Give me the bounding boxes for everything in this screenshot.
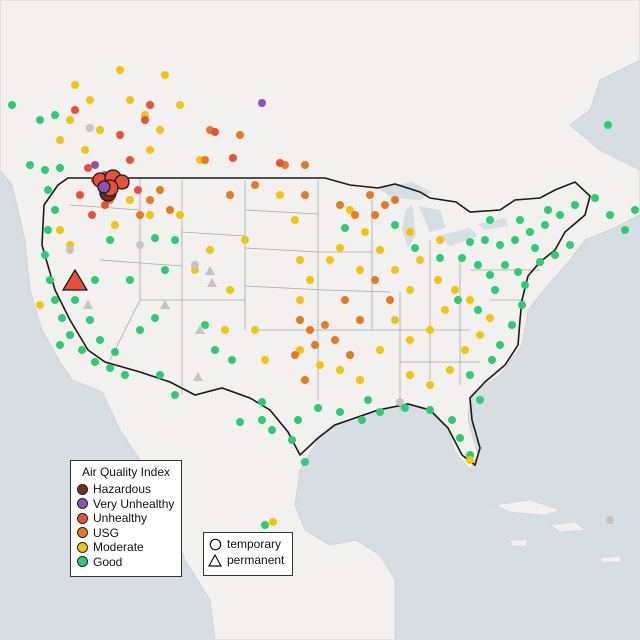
legend-label: USG (93, 525, 120, 540)
very-unhealthy-swatch-icon (77, 498, 88, 510)
legend-item-unhealthy: Unhealthy (71, 511, 181, 526)
legend-label: permanent (227, 553, 285, 567)
caribbean-islands (493, 499, 623, 563)
legend-title: Air Quality Index (81, 465, 171, 479)
moderate-swatch-icon (77, 541, 88, 553)
great-lakes (378, 182, 508, 248)
no-data-markers (66, 124, 614, 524)
hazardous-markers (92, 169, 130, 202)
good-swatch-icon (77, 556, 88, 568)
usg-swatch-icon (77, 527, 88, 539)
legend-label: temporary (227, 537, 282, 551)
state-boundaries (69, 178, 540, 410)
permanent-markers (83, 266, 217, 381)
legend-item-very-unhealthy: Very Unhealthy (71, 497, 181, 512)
legend-label: Very Unhealthy (93, 496, 175, 511)
legend-label: Moderate (93, 540, 144, 555)
legend-label: Unhealthy (93, 511, 148, 526)
legend-item-permanent: permanent (204, 552, 292, 568)
legend-item-good: Good (71, 555, 181, 570)
circle-icon (208, 537, 222, 551)
legend-label: Good (93, 554, 123, 569)
legend-item-moderate: Moderate (71, 540, 181, 555)
legend-item-hazardous: Hazardous (71, 482, 181, 497)
legend-item-temporary: temporary (204, 536, 292, 552)
legend-label: Hazardous (93, 482, 152, 497)
aqi-legend: Air Quality Index Hazardous Very Unhealt… (70, 460, 182, 577)
unhealthy-swatch-icon (77, 512, 88, 524)
legend-item-usg: USG (71, 526, 181, 541)
unhealthy-triangle-marker (61, 268, 89, 291)
triangle-icon (208, 553, 222, 567)
monitor-type-legend: temporary permanent (203, 532, 293, 576)
hazardous-swatch-icon (77, 483, 88, 495)
moderate-markers (36, 66, 494, 526)
unhealthy-markers (71, 101, 284, 219)
